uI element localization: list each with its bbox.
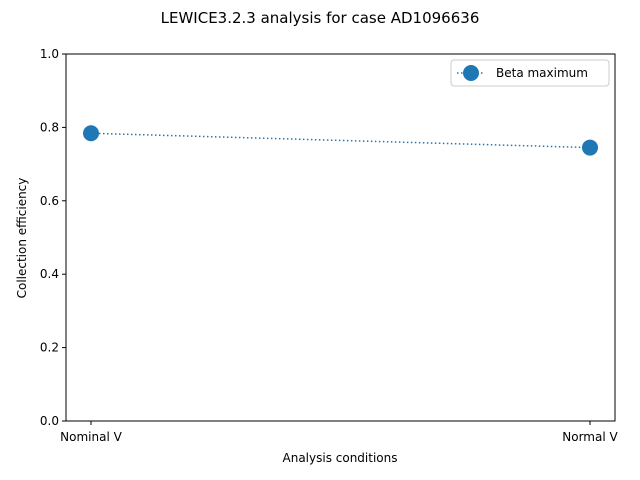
legend: Beta maximum — [450, 59, 610, 87]
plot-area: 0.0 0.2 0.4 0.6 0.8 1.0 Nominal V Normal V — [40, 47, 619, 444]
y-axis: 0.0 0.2 0.4 0.6 0.8 1.0 — [40, 47, 66, 428]
y-tick-label: 0.6 — [40, 194, 59, 208]
y-axis-label: Collection efficiency — [15, 178, 29, 299]
y-tick-label: 0.4 — [40, 267, 59, 281]
chart-title: LEWICE3.2.3 analysis for case AD1096636 — [161, 9, 480, 27]
data-point — [83, 125, 99, 142]
x-axis: Nominal V Normal V — [60, 421, 619, 444]
x-tick-label: Nominal V — [60, 430, 122, 444]
x-axis-label: Analysis conditions — [283, 451, 398, 465]
legend-label: Beta maximum — [496, 66, 588, 80]
y-tick-label: 0.2 — [40, 341, 59, 355]
x-tick-label: Normal V — [562, 430, 618, 444]
data-point — [582, 139, 598, 156]
y-tick-label: 1.0 — [40, 47, 59, 61]
y-tick-label: 0.8 — [40, 120, 59, 134]
series-layer — [83, 125, 598, 156]
series-line — [90, 132, 591, 149]
plot-frame — [65, 53, 616, 422]
legend-box — [450, 59, 610, 87]
y-tick-label: 0.0 — [40, 414, 59, 428]
legend-marker — [463, 65, 479, 81]
